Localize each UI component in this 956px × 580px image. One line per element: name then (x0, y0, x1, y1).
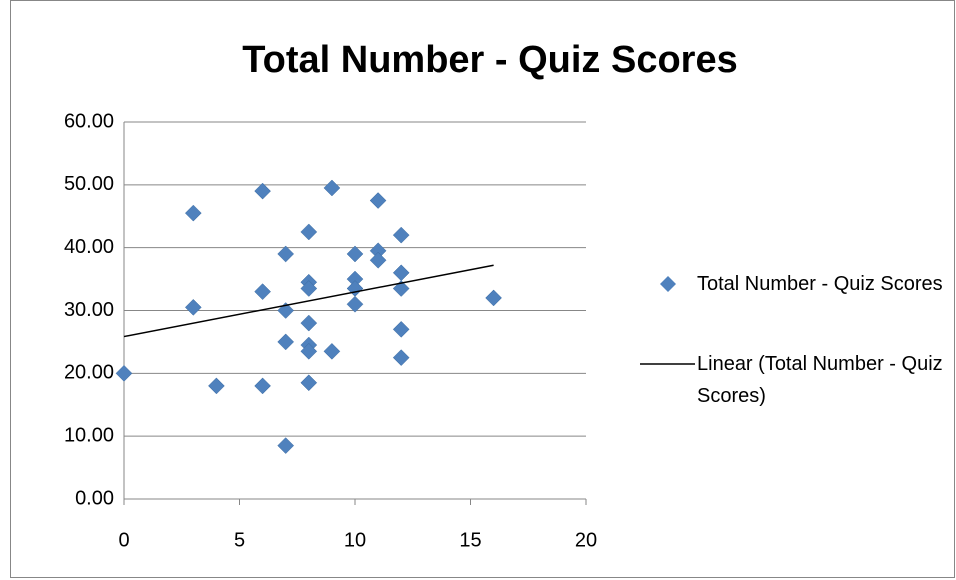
y-tick-label: 0.00 (75, 487, 114, 509)
legend-series: Total Number - Quiz Scores (697, 273, 943, 295)
point (277, 245, 295, 263)
point (346, 295, 364, 313)
point (277, 333, 295, 351)
point (323, 179, 341, 197)
chart-title: Total Number - Quiz Scores (242, 39, 737, 81)
point (184, 204, 202, 222)
x-tick-label: 20 (575, 529, 597, 551)
legend-marker (660, 276, 676, 292)
y-tick-label: 60.00 (64, 110, 114, 132)
point (254, 182, 271, 200)
legend-trendline: Linear (Total Number - Quiz Scores) (697, 353, 943, 407)
y-tick-label: 20.00 (64, 362, 114, 384)
y-tick-label: 10.00 (64, 424, 114, 446)
y-tick-label: 40.00 (64, 236, 114, 258)
point (392, 226, 410, 244)
point (369, 192, 387, 209)
point (184, 299, 202, 316)
y-tick-label: 50.00 (64, 173, 114, 195)
point (369, 251, 387, 269)
point (485, 289, 502, 307)
point (300, 314, 318, 332)
point (254, 283, 271, 301)
x-tick-label: 0 (118, 529, 129, 551)
point (254, 377, 271, 395)
point (392, 349, 410, 366)
x-tick-label: 15 (459, 529, 481, 551)
point (277, 437, 295, 454)
point (392, 320, 410, 338)
point (115, 364, 133, 382)
x-tick-label: 10 (344, 529, 366, 551)
point (346, 245, 364, 263)
y-tick-label: 30.00 (64, 299, 114, 321)
point (208, 377, 225, 395)
point (300, 342, 318, 360)
point (300, 374, 318, 392)
trendline (123, 264, 494, 338)
x-tick-label: 5 (234, 529, 245, 551)
point (300, 223, 318, 241)
point (300, 280, 318, 297)
point (323, 342, 341, 360)
chart-border (10, 0, 955, 578)
